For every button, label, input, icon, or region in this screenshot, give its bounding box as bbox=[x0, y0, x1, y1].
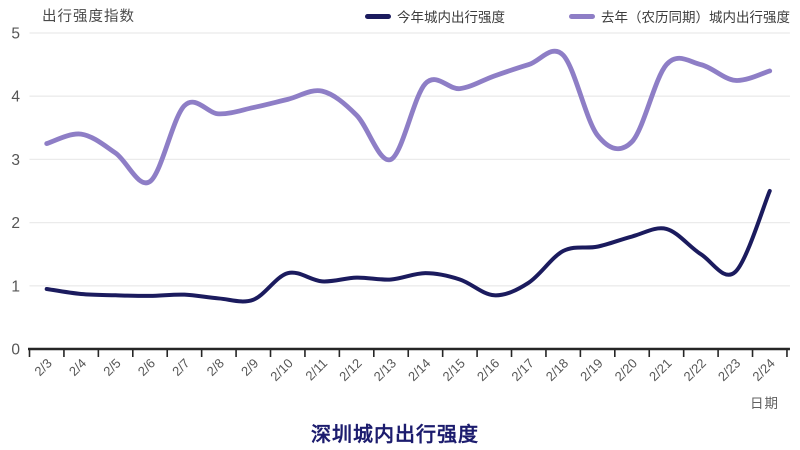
last-year-line-swatch bbox=[569, 13, 595, 19]
svg-text:2/22: 2/22 bbox=[680, 356, 709, 385]
x-axis-ticks bbox=[28, 349, 788, 357]
legend-label-this-year: 今年城内出行强度 bbox=[397, 10, 505, 25]
svg-text:2/20: 2/20 bbox=[612, 356, 641, 385]
legend-item-last-year[interactable]: 去年（农历同期）城内出行强度 bbox=[569, 6, 790, 26]
svg-text:2/3: 2/3 bbox=[31, 356, 54, 379]
svg-text:2/23: 2/23 bbox=[715, 356, 744, 385]
series-line-this-year bbox=[44, 189, 772, 304]
svg-text:2/19: 2/19 bbox=[577, 356, 606, 385]
legend: 今年城内出行强度 去年（农历同期）城内出行强度 bbox=[365, 6, 790, 26]
svg-text:2/15: 2/15 bbox=[439, 356, 468, 385]
svg-text:2: 2 bbox=[11, 215, 20, 232]
svg-text:2/17: 2/17 bbox=[508, 356, 537, 385]
y-tick-labels: 0 1 2 3 4 5 bbox=[11, 26, 20, 359]
gridlines bbox=[29, 32, 790, 287]
svg-text:2/21: 2/21 bbox=[646, 356, 675, 385]
svg-text:2/12: 2/12 bbox=[336, 356, 365, 385]
svg-text:2/4: 2/4 bbox=[66, 356, 89, 379]
svg-text:5: 5 bbox=[11, 26, 20, 43]
svg-text:2/18: 2/18 bbox=[543, 356, 572, 385]
svg-text:2/5: 2/5 bbox=[100, 356, 123, 379]
svg-text:2/9: 2/9 bbox=[238, 356, 261, 379]
legend-item-this-year[interactable]: 今年城内出行强度 bbox=[365, 6, 505, 26]
svg-text:0: 0 bbox=[11, 342, 20, 359]
svg-text:2/16: 2/16 bbox=[474, 356, 503, 385]
series-line-last-year bbox=[44, 48, 773, 186]
svg-text:2/7: 2/7 bbox=[169, 356, 192, 379]
svg-text:3: 3 bbox=[11, 152, 20, 169]
x-axis-title: 日期 bbox=[750, 396, 779, 411]
svg-text:2/8: 2/8 bbox=[204, 356, 227, 379]
y-axis-title: 出行强度指数 bbox=[42, 9, 135, 25]
svg-text:2/11: 2/11 bbox=[302, 356, 330, 384]
svg-text:2/10: 2/10 bbox=[267, 356, 296, 385]
svg-text:2/13: 2/13 bbox=[371, 356, 400, 385]
chart-title: 深圳城内出行强度 bbox=[311, 424, 479, 446]
svg-text:4: 4 bbox=[11, 89, 20, 106]
svg-text:2/6: 2/6 bbox=[135, 356, 158, 379]
svg-text:1: 1 bbox=[11, 278, 20, 295]
legend-label-last-year: 去年（农历同期）城内出行强度 bbox=[601, 10, 790, 25]
svg-text:2/14: 2/14 bbox=[405, 356, 434, 385]
x-tick-labels: 2/3 2/4 2/5 2/6 2/7 2/8 2/9 2/10 2/11 2/12 2/13 2/1… bbox=[31, 356, 777, 385]
svg-text:2/24: 2/24 bbox=[749, 356, 778, 385]
this-year-line-swatch bbox=[365, 13, 391, 19]
